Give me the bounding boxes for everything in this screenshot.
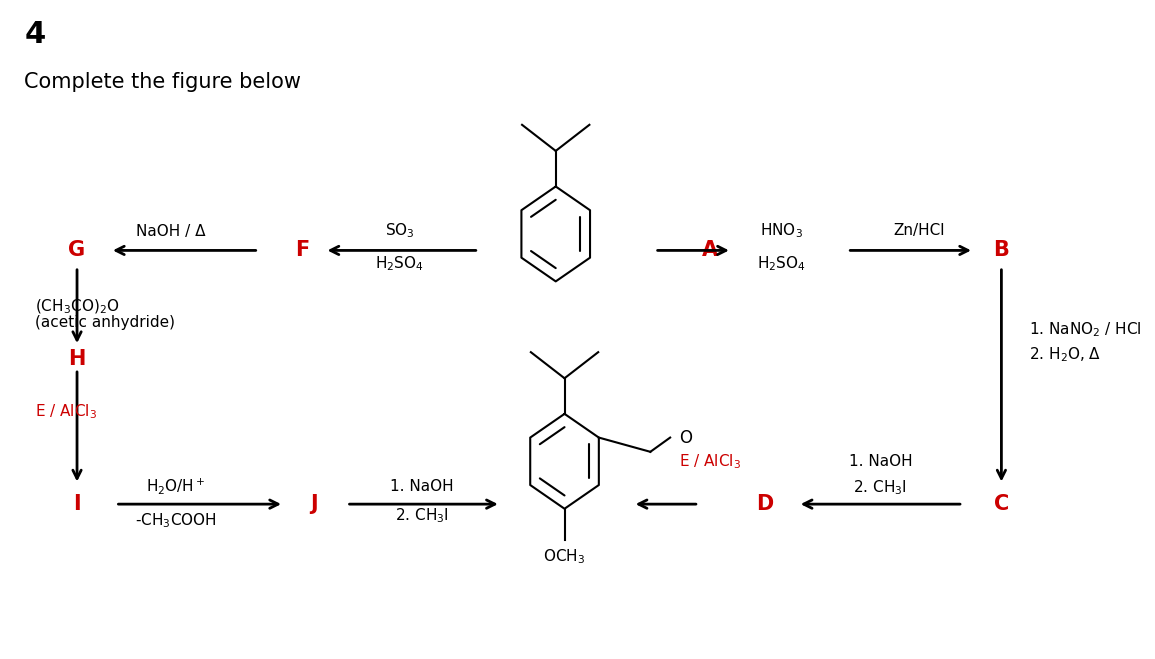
Text: NaOH / Δ: NaOH / Δ [136, 225, 206, 239]
Text: J: J [310, 494, 318, 514]
Text: H$_2$SO$_4$: H$_2$SO$_4$ [757, 254, 806, 273]
Text: F: F [296, 241, 310, 260]
Text: E / AlCl$_3$: E / AlCl$_3$ [679, 452, 740, 471]
Text: -CH$_3$COOH: -CH$_3$COOH [135, 511, 217, 530]
Text: A: A [702, 241, 718, 260]
Text: SO$_3$: SO$_3$ [385, 221, 415, 240]
Text: 1. NaOH: 1. NaOH [389, 479, 453, 494]
Text: E / AlCl$_3$: E / AlCl$_3$ [35, 403, 97, 421]
Text: 1. NaNO$_2$ / HCl: 1. NaNO$_2$ / HCl [1029, 320, 1141, 339]
Text: (CH$_3$CO)$_2$O: (CH$_3$CO)$_2$O [35, 297, 120, 316]
Text: D: D [757, 494, 774, 514]
Text: 4: 4 [24, 20, 45, 49]
Text: Zn/HCl: Zn/HCl [893, 223, 945, 238]
Text: G: G [68, 241, 85, 260]
Text: (acetic anhydride): (acetic anhydride) [35, 316, 176, 330]
Text: O: O [679, 428, 692, 447]
Text: I: I [73, 494, 81, 514]
Text: H$_2$SO$_4$: H$_2$SO$_4$ [375, 254, 424, 273]
Text: 2. H$_2$O, Δ: 2. H$_2$O, Δ [1029, 345, 1101, 364]
Text: H$_2$O/H$^+$: H$_2$O/H$^+$ [147, 476, 206, 496]
Text: B: B [993, 241, 1009, 260]
Text: H: H [68, 349, 85, 369]
Text: OCH$_3$: OCH$_3$ [544, 548, 586, 566]
Text: HNO$_3$: HNO$_3$ [760, 221, 803, 240]
Text: 2. CH$_3$I: 2. CH$_3$I [854, 478, 908, 497]
Text: C: C [993, 494, 1009, 514]
Text: 1. NaOH: 1. NaOH [849, 454, 912, 469]
Text: Complete the figure below: Complete the figure below [24, 72, 301, 92]
Text: 2. CH$_3$I: 2. CH$_3$I [395, 506, 448, 525]
